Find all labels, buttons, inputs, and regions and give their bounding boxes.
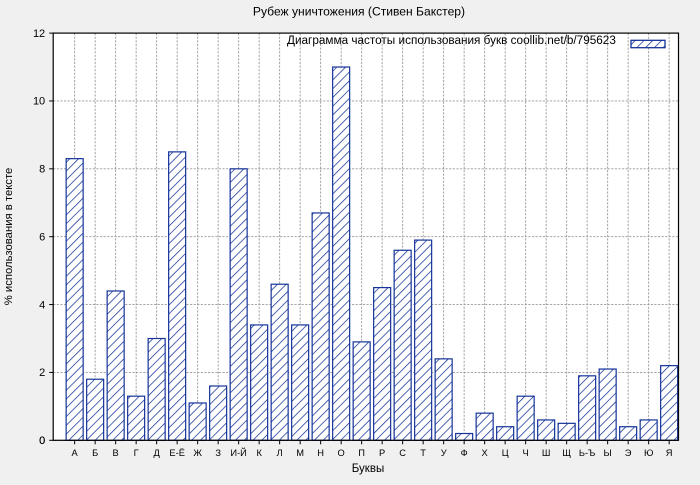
svg-text:8: 8 [39,164,45,176]
svg-text:Г: Г [134,448,139,458]
svg-text:М: М [296,448,304,458]
svg-text:Щ: Щ [562,448,571,458]
svg-text:Х: Х [482,448,488,458]
svg-text:Б: Б [92,448,98,458]
svg-text:И-Й: И-Й [230,447,246,458]
svg-text:12: 12 [33,28,45,40]
svg-text:Н: Н [317,448,324,458]
svg-text:Э: Э [625,448,632,458]
svg-text:6: 6 [39,231,45,243]
svg-text:Е-Ё: Е-Ё [169,448,185,458]
svg-text:Буквы: Буквы [352,463,384,475]
svg-text:Ь-Ъ: Ь-Ъ [579,448,596,458]
svg-text:Диаграмма частоты использовани: Диаграмма частоты использования букв coo… [287,34,616,47]
svg-text:2: 2 [39,367,45,379]
svg-text:10: 10 [33,96,45,108]
svg-text:Т: Т [420,448,426,458]
svg-text:Ы: Ы [604,448,612,458]
svg-text:4: 4 [39,299,45,311]
svg-text:О: О [338,448,345,458]
svg-text:Ю: Ю [644,448,653,458]
svg-text:Ш: Ш [542,448,551,458]
svg-text:З: З [215,448,221,458]
svg-text:Ч: Ч [523,448,529,458]
svg-text:Д: Д [154,448,161,458]
svg-text:Ф: Ф [461,448,468,458]
svg-text:С: С [399,448,406,458]
svg-text:В: В [113,448,119,458]
svg-text:Р: Р [379,448,385,458]
svg-text:Ж: Ж [193,448,202,458]
svg-text:У: У [441,448,447,458]
svg-text:Ц: Ц [502,448,509,458]
svg-text:К: К [256,448,262,458]
svg-text:Я: Я [666,448,673,458]
svg-text:% использования в тексте: % использования в тексте [3,168,15,306]
svg-text:Рубеж уничтожения (Стивен Бакс: Рубеж уничтожения (Стивен Бакстер) [253,5,465,19]
svg-text:0: 0 [39,435,45,447]
svg-text:А: А [72,448,79,458]
svg-text:Л: Л [277,448,283,458]
svg-text:П: П [358,448,365,458]
